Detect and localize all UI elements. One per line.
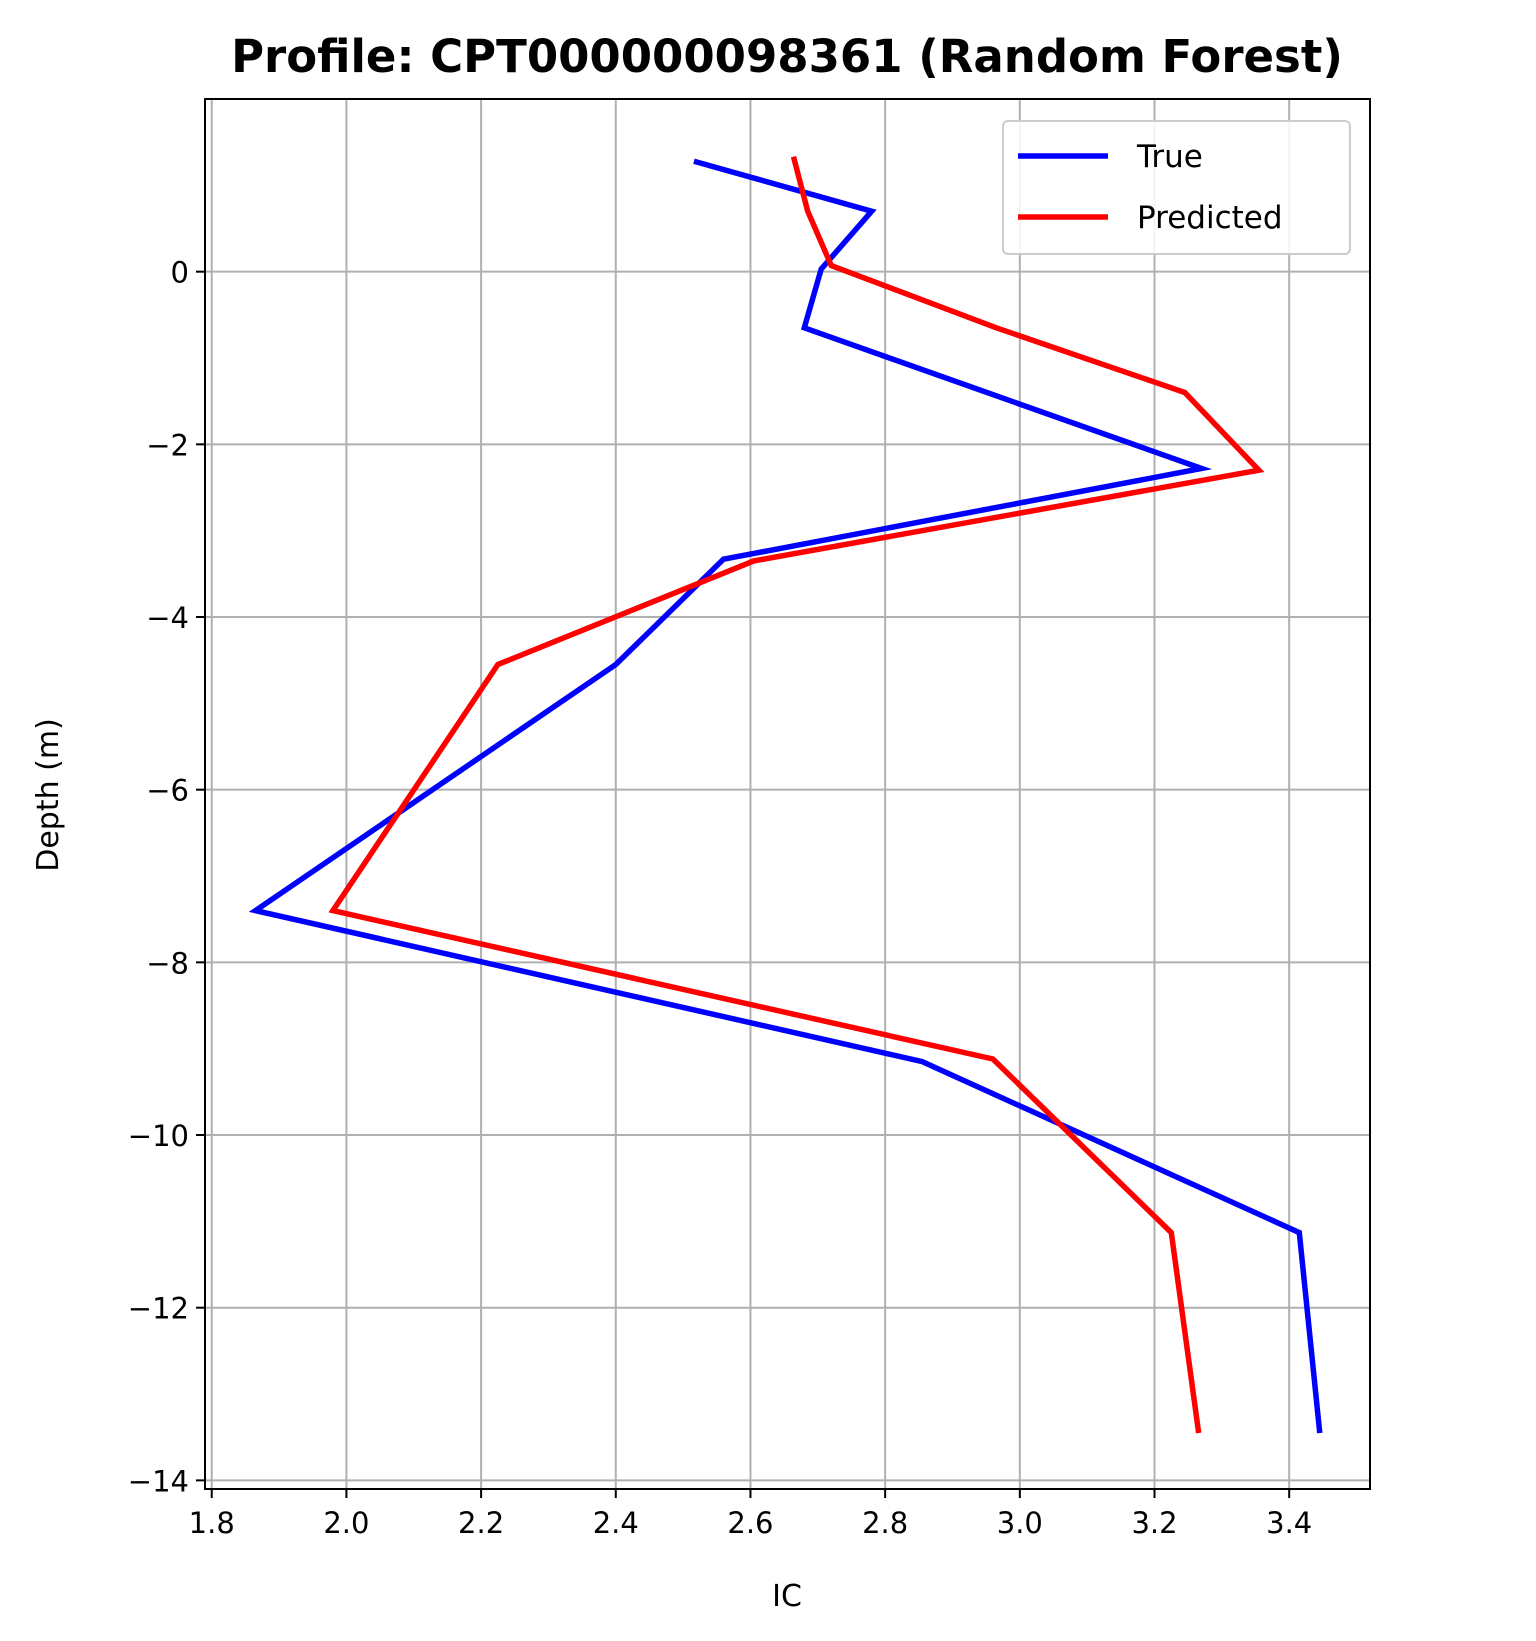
- x-tick-label: 2.4: [593, 1506, 639, 1540]
- x-tick-label: 2.2: [458, 1506, 504, 1540]
- series-line-predicted: [328, 156, 1265, 1434]
- x-tick-label: 2.6: [727, 1506, 773, 1540]
- grid: [205, 99, 1370, 1489]
- legend-label-predicted: Predicted: [1137, 200, 1283, 236]
- x-tick-label: 2.8: [862, 1506, 908, 1540]
- y-tick-label: −2: [146, 428, 189, 462]
- y-tick-label: −8: [146, 946, 189, 980]
- x-tick-label: 3.0: [997, 1506, 1043, 1540]
- series-lines: [248, 156, 1323, 1434]
- y-tick-label: −12: [128, 1292, 189, 1326]
- y-tick-label: −14: [128, 1464, 189, 1498]
- y-tick-label: −10: [128, 1119, 189, 1153]
- y-tick-label: −4: [146, 601, 189, 635]
- axes-frame: [204, 98, 1371, 1490]
- x-tick-label: 1.8: [189, 1506, 235, 1540]
- legend: True Predicted: [1002, 120, 1351, 255]
- y-tick-label: −6: [146, 774, 189, 808]
- x-axis-label: IC: [772, 1579, 802, 1614]
- y-axis-label: Depth (m): [31, 718, 66, 872]
- legend-label-true: True: [1136, 139, 1203, 175]
- x-tick-label: 3.4: [1266, 1506, 1312, 1540]
- chart-title: Profile: CPT000000098361 (Random Forest): [231, 30, 1343, 83]
- x-tick-label: 2.0: [323, 1506, 369, 1540]
- y-tick-label: 0: [171, 256, 189, 290]
- x-tick-label: 3.2: [1131, 1506, 1177, 1540]
- series-line-true: [248, 158, 1323, 1434]
- axis-ticks: 1.8 2.0 2.2 2.4 2.6 2.8 3.0 3.2 3.4 0 −2 −4 −6 −8 −10 −…: [128, 256, 1312, 1540]
